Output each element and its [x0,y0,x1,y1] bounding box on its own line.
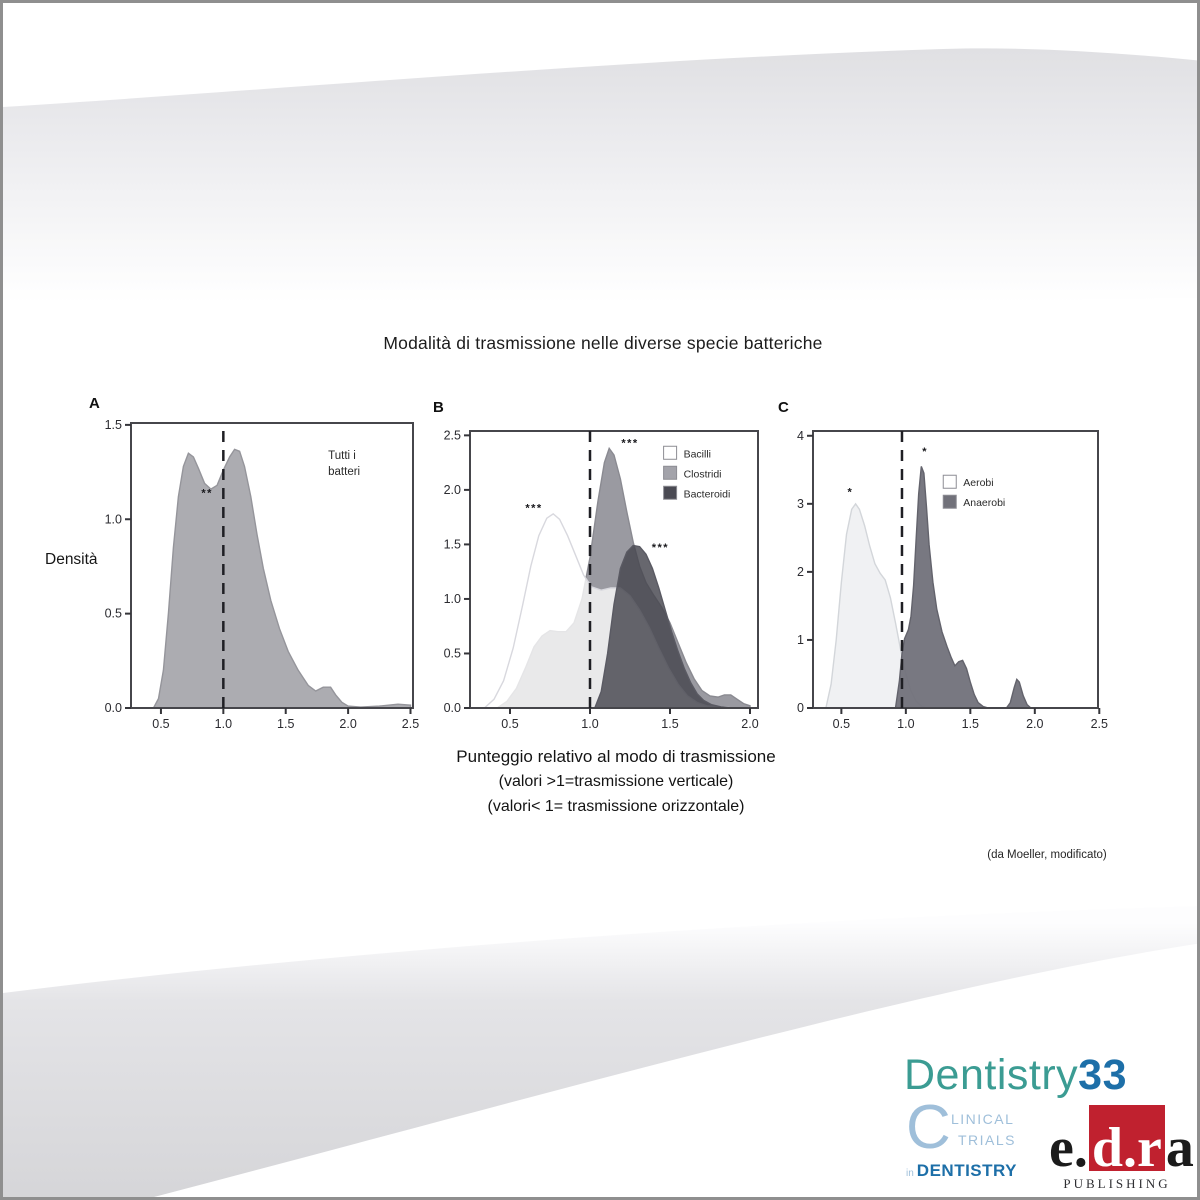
significance-annotation: *** [525,503,542,515]
x-tick-label: 1.0 [581,717,598,731]
x-axis-caption: Punteggio relativo al modo di trasmissio… [216,744,1016,819]
caption-line-2: (valori >1=trasmissione verticale) [498,773,734,790]
figure-title: Modalità di trasmissione nelle diverse s… [383,333,823,353]
edra-publishing-text: PUBLISHING [1063,1176,1171,1191]
significance-annotation: *** [621,437,638,449]
y-axis-label: Densità [45,551,98,568]
legend-swatch-anaerobi [942,494,957,509]
legend-swatch-bacteroidi [663,485,678,500]
plot-box [469,430,759,709]
density-chart-all-bacteria: 0.5 1.0 1.5 2.0 2.5 0.0 0.5 1.0 1.5 ** Tutti i batt… [105,418,420,731]
clinical-trials-lines: LINICAL TRIALS [951,1109,1016,1151]
significance-annotation: *** [652,542,669,554]
legend-swatch-bacilli [663,445,678,460]
y-tick-label: 3 [797,497,804,511]
panel-letter-b: B [433,399,444,416]
legend-label-bacteroidi: Bacteroidi [684,488,731,500]
significance-annotation: ** [201,488,213,500]
legend-label-aerobi: Aerobi [963,477,993,489]
bottom-swoosh [3,906,1197,1197]
clinical-trials-dentistry-word: DENTISTRY [916,1161,1018,1180]
density-chart-aerobi-anaerobi: 0.5 1.0 1.5 2.0 2.5 0 1 2 3 4 Aerobi Anaerobi * * [797,429,1108,731]
legend-label-clostridi: Clostridi [684,468,722,480]
y-tick-label: 1.0 [444,592,461,606]
significance-annotation: * [848,487,854,499]
dentistry33-wordmark: Dentistry [904,1051,1079,1099]
x-tick-label: 1.5 [277,717,294,731]
x-tick-label: 1.0 [897,717,914,731]
edra-logo: e. d.r a PUBLISHING [1049,1103,1194,1192]
x-tick-label: 1.5 [661,717,678,731]
y-tick-label: 0 [797,701,804,715]
x-tick-label: 2.0 [339,717,356,731]
y-tick-label: 1.5 [105,418,122,432]
y-tick-label: 1.5 [444,537,461,551]
clinical-trials-trials: TRIALS [958,1132,1017,1148]
y-tick-label: 0.5 [444,646,461,660]
dentistry33-logo: Dentistry33 [904,1051,1194,1100]
y-tick-label: 0.0 [444,701,461,715]
edra-red-box: d.r [1088,1105,1165,1180]
density-curve-bacteroidi [593,544,731,709]
clinical-trials-linical: LINICAL [951,1111,1015,1127]
edra-wordmark: e. d.r a [1049,1103,1194,1180]
legend-label-anaerobi: Anaerobi [963,497,1005,509]
edra-letters-dr: d.r [1091,1117,1162,1180]
inner-label-line: Tutti i [328,450,356,462]
clinical-trials-dentistry: in DENTISTRY [906,1161,1017,1181]
significance-annotation: * [922,446,928,458]
y-tick-label: 2.0 [444,483,461,497]
legend-label-bacilli: Bacilli [684,448,711,460]
plot-box [130,422,414,709]
x-tick-label: 1.0 [215,717,232,731]
y-tick-label: 2 [797,565,804,579]
top-swoosh [3,48,1197,310]
x-tick-label: 0.5 [152,717,169,731]
clinical-trials-in: in [906,1168,914,1179]
y-tick-label: 1 [797,633,804,647]
x-tick-label: 2.0 [1026,717,1043,731]
panel-letter-a: A [89,395,100,412]
y-tick-label: 2.5 [444,428,461,442]
legend-swatch-clostridi [663,465,678,480]
x-tick-label: 0.5 [501,717,518,731]
edra-letter-a: a [1165,1117,1194,1180]
density-curve-tutti-i-batteri [152,448,412,709]
density-chart-bacilli-clostridi-bacteroidi: 0.5 1.0 1.5 2.0 0.0 0.5 1.0 1.5 2.0 2.5 Bacilli Clo… [444,428,759,731]
panel-letter-c: C [778,399,789,416]
clinical-trials-c-glyph: C [906,1093,951,1162]
caption-line-1: Punteggio relativo al modo di trasmissio… [456,747,776,766]
x-tick-label: 1.5 [962,717,979,731]
y-tick-label: 1.0 [105,512,122,526]
inner-label-line: batteri [328,466,360,478]
y-tick-label: 4 [797,429,804,443]
plot-box [812,430,1099,709]
edra-letter-e: e. [1049,1117,1088,1180]
dentistry33-number: 33 [1078,1051,1127,1099]
x-tick-label: 0.5 [833,717,850,731]
x-tick-label: 2.5 [402,717,419,731]
attribution-text: (da Moeller, modificato) [987,849,1107,861]
x-tick-label: 2.0 [741,717,758,731]
x-tick-label: 2.5 [1091,717,1108,731]
background-swoosh-graphic [3,48,1197,1197]
y-tick-label: 0.0 [105,701,122,715]
density-curve-anaerobi [894,466,1033,709]
legend-swatch-aerobi [942,474,957,489]
y-tick-label: 0.5 [105,607,122,621]
caption-line-3: (valori< 1= trasmissione orizzontale) [487,798,745,815]
